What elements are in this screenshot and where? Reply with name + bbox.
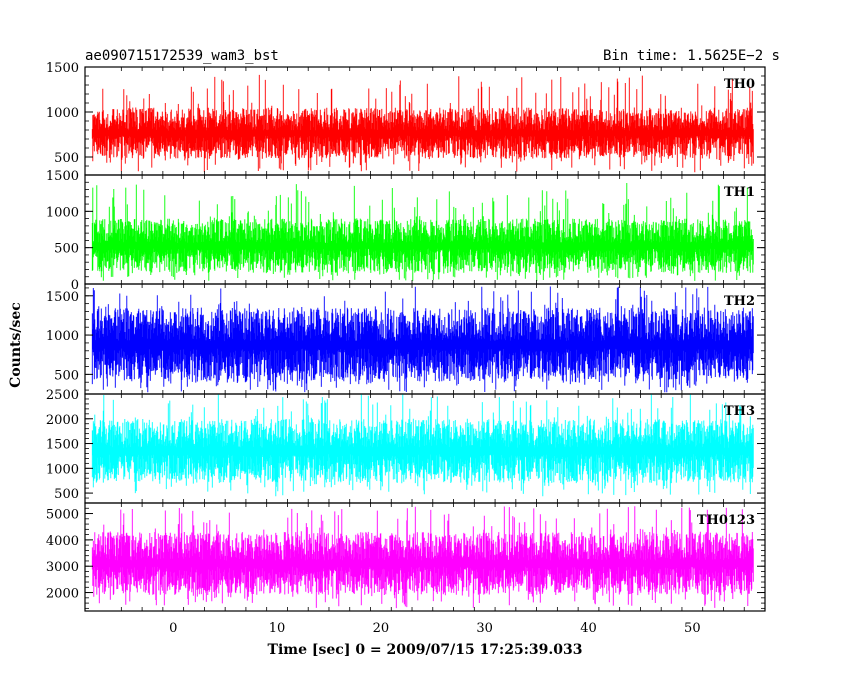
panel-label: TH1 (724, 185, 755, 200)
x-axis-label: Time [sec] 0 = 2009/07/15 17:25:39.033 (268, 642, 583, 658)
y-tick-label: 1000 (46, 205, 79, 220)
y-tick-label: 2000 (46, 413, 79, 428)
series-th3 (91, 394, 754, 497)
y-tick-label: 3000 (46, 560, 79, 575)
y-tick-label: 1500 (46, 438, 79, 453)
panel-label: TH0123 (697, 513, 755, 528)
y-tick-label: 4000 (46, 534, 79, 549)
y-tick-label: 0 (71, 278, 79, 293)
y-tick-label: 500 (54, 242, 79, 257)
y-tick-label: 2000 (46, 587, 79, 602)
y-tick-label: 2500 (46, 388, 79, 403)
x-axis: 0 10 20 30 40 50 (169, 621, 700, 636)
series-th1 (91, 183, 754, 281)
y-tick-label: 500 (54, 487, 79, 502)
panel-th0123: 2000 3000 4000 5000 TH0123 (46, 502, 766, 612)
y-axis-label: Counts/sec (8, 302, 24, 388)
x-tick-label: 0 (169, 621, 177, 636)
panel-th2: 500 1000 1500 TH2 (46, 283, 766, 395)
panel-th1: 0 500 1000 1500 TH1 (46, 169, 766, 293)
x-tick-label: 10 (269, 621, 286, 636)
y-tick-label: 500 (54, 151, 79, 166)
x-tick-label: 20 (373, 621, 390, 636)
y-tick-label: 1500 (46, 290, 79, 305)
x-tick-label: 50 (684, 621, 701, 636)
y-tick-label: 500 (54, 368, 79, 383)
series-th0123 (91, 506, 754, 609)
series-th0 (91, 74, 754, 173)
panel-th0: 500 1000 1500 TH0 (46, 61, 766, 176)
y-tick-label: 1500 (46, 61, 79, 76)
x-tick-label: 40 (580, 621, 597, 636)
y-tick-label: 1500 (46, 169, 79, 184)
panel-th3: 500 1000 1500 2000 2500 TH3 (46, 388, 766, 504)
panels-group: 500 1000 1500 TH0 0 500 1000 1500 TH1 500 1000 1500… (46, 61, 766, 612)
panel-frame (84, 502, 766, 612)
y-tick-label: 1000 (46, 329, 79, 344)
x-tick-label: 30 (476, 621, 493, 636)
y-tick-label: 5000 (46, 508, 79, 523)
panel-label: TH0 (724, 77, 755, 92)
figure-title: ae090715172539_wam3_bst (85, 48, 279, 64)
y-tick-label: 1000 (46, 462, 79, 477)
bin-time-label: Bin time: 1.5625E−2 s (603, 48, 780, 64)
y-tick-label: 1000 (46, 106, 79, 121)
panel-label: TH3 (724, 404, 755, 419)
panel-label: TH2 (724, 294, 755, 309)
series-th2 (91, 286, 754, 393)
